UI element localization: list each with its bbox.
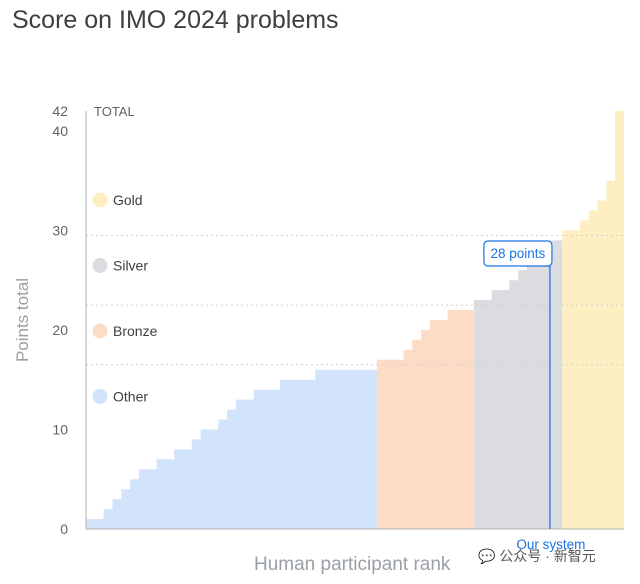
x-axis-label: Human participant rank [254, 554, 451, 575]
y-tick-label: 30 [52, 222, 68, 238]
y-tick-label: 20 [52, 322, 68, 338]
total-label: TOTAL [94, 104, 135, 119]
legend-swatch [92, 389, 108, 404]
legend-swatch [92, 192, 108, 208]
area-silver [474, 240, 563, 529]
legend-label: Gold [113, 192, 143, 208]
chart-title: Score on IMO 2024 problems [12, 6, 339, 34]
y-tick-label: 0 [60, 521, 68, 537]
our-system-label: Our system [516, 537, 585, 552]
legend-label: Silver [113, 258, 148, 274]
wechat-icon: 💬 [478, 548, 496, 564]
y-tick-label: 10 [52, 421, 68, 437]
legend-item-bronze: Bronze [92, 323, 158, 339]
y-axis-label: Points total [13, 278, 32, 362]
watermark-text: 公众号 · 新智元 [499, 548, 596, 564]
legend-label: Bronze [113, 323, 158, 339]
watermark: 💬 公众号 · 新智元 [478, 546, 596, 566]
score-callout-label: 28 points [491, 246, 546, 261]
legend-item-gold: Gold [92, 192, 143, 208]
legend-item-other: Other [92, 389, 148, 405]
area-bronze [377, 310, 475, 529]
legend-label: Other [113, 389, 148, 405]
score-callout-box [483, 240, 553, 267]
area-other [86, 369, 377, 529]
area-gold [562, 111, 624, 529]
y-tick-label: 40 [52, 123, 68, 139]
legend-swatch [92, 323, 108, 339]
legend-swatch [92, 258, 108, 273]
y-tick-label: 42 [52, 103, 68, 119]
legend-item-silver: Silver [92, 258, 148, 274]
